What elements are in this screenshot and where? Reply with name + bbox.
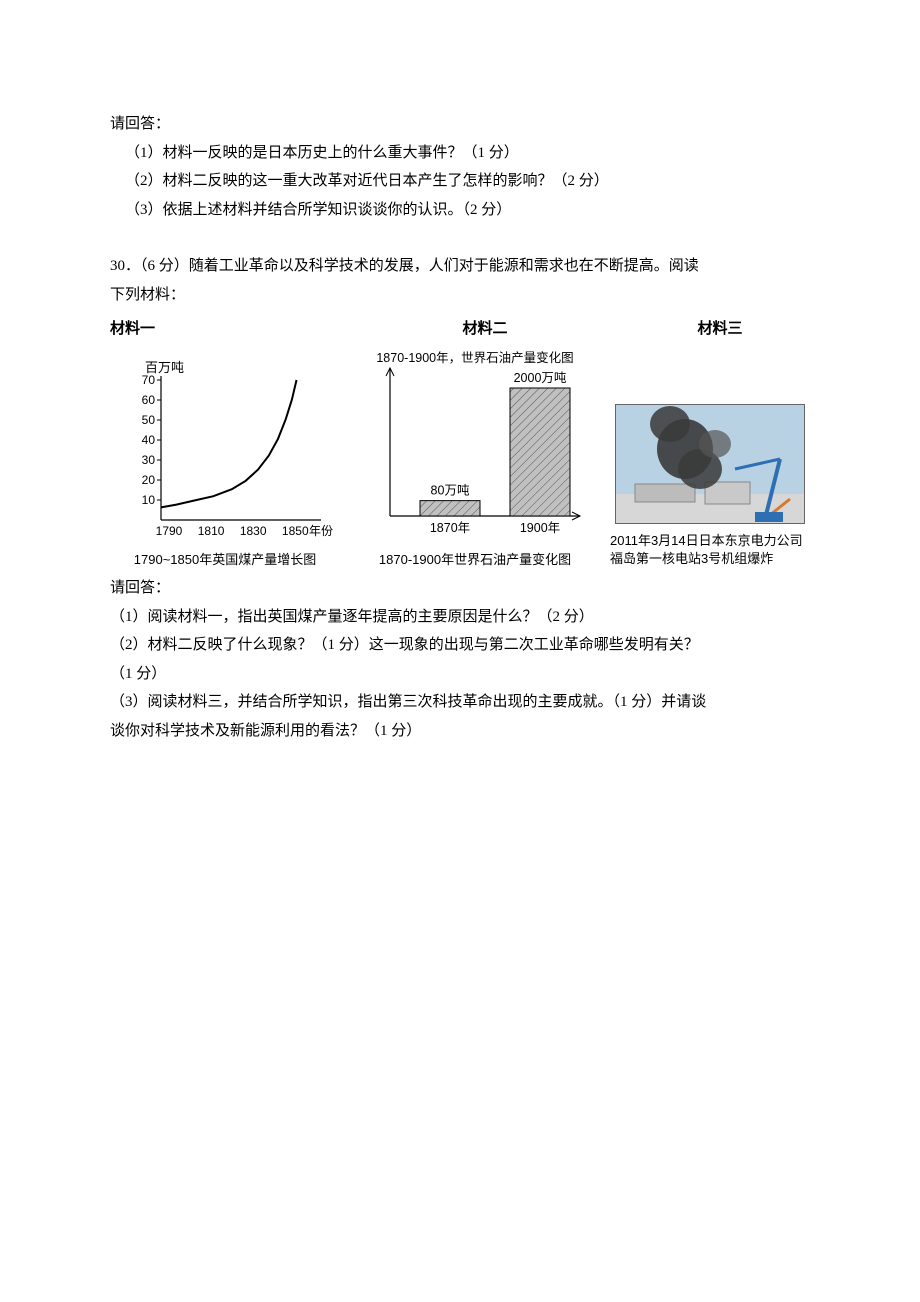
q29-sub1: （1）材料一反映的是日本历史上的什么重大事件？（1 分）	[125, 139, 810, 168]
coal-output-line-chart: 百万吨706050403020101790181018301850年份	[115, 358, 335, 548]
q30-stem-b: 下列材料：	[110, 281, 810, 310]
figure-1-caption: 1790~1850年英国煤产量增长图	[134, 552, 316, 569]
q30-sub2b: （1 分）	[110, 660, 810, 689]
svg-text:60: 60	[142, 393, 156, 407]
svg-text:年份: 年份	[309, 524, 333, 538]
figure-2: 1870-1900年，世界石油产量变化图 80万吨 1870年 2000万吨 1900年…	[350, 348, 600, 569]
figure-3-caption: 2011年3月14日日本东京电力公司福岛第一核电站3号机组爆炸	[610, 532, 810, 568]
label-material-2: 材料二	[462, 321, 507, 337]
svg-text:1830: 1830	[240, 524, 267, 538]
q30-sub2: （2）材料二反映了什么现象？（1 分）这一现象的出现与第二次工业革命哪些发明有关…	[110, 631, 810, 660]
label-material-3: 材料三	[697, 321, 742, 337]
q30-sub3a: （3）阅读材料三，并结合所学知识，指出第三次科技革命出现的主要成就。（1 分）并…	[110, 688, 810, 717]
q29-sub2: （2）材料二反映的这一重大改革对近代日本产生了怎样的影响？（2 分）	[125, 167, 810, 196]
svg-text:1870-1900年，世界石油产量变化图: 1870-1900年，世界石油产量变化图	[376, 350, 573, 365]
svg-text:30: 30	[142, 453, 156, 467]
figure-1: 百万吨706050403020101790181018301850年份 1790…	[110, 358, 340, 569]
q30-sub1: （1）阅读材料一，指出英国煤产量逐年提高的主要原因是什么？（2 分）	[110, 603, 810, 632]
fukushima-explosion-image	[615, 404, 805, 524]
q29-sub3: （3）依据上述材料并结合所学知识谈谈你的认识。（2 分）	[125, 196, 810, 225]
svg-text:1900年: 1900年	[520, 521, 560, 535]
svg-text:80万吨: 80万吨	[431, 483, 470, 497]
q29-intro: 请回答：	[110, 110, 810, 139]
svg-text:1850: 1850	[282, 524, 309, 538]
svg-text:40: 40	[142, 433, 156, 447]
svg-text:10: 10	[142, 493, 156, 507]
label-material-1: 材料一	[110, 321, 155, 337]
figure-3: 2011年3月14日日本东京电力公司福岛第一核电站3号机组爆炸	[610, 404, 810, 568]
svg-text:70: 70	[142, 373, 156, 387]
svg-text:1790: 1790	[156, 524, 183, 538]
figures-row: 百万吨706050403020101790181018301850年份 1790…	[110, 348, 810, 569]
svg-text:1810: 1810	[198, 524, 225, 538]
q30-sub3b: 谈你对科学技术及新能源利用的看法？（1 分）	[110, 717, 810, 746]
q30-intro: 请回答：	[110, 574, 810, 603]
q30-stem-a: 30．（6 分）随着工业革命以及科学技术的发展，人们对于能源和需求也在不断提高。…	[110, 252, 810, 281]
materials-labels-row: 材料一 材料二 材料三	[110, 315, 810, 344]
svg-text:2000万吨: 2000万吨	[514, 371, 567, 385]
oil-output-bar-chart: 1870-1900年，世界石油产量变化图 80万吨 1870年 2000万吨 1900年	[350, 348, 600, 548]
svg-text:50: 50	[142, 413, 156, 427]
svg-text:1870年: 1870年	[430, 521, 470, 535]
svg-text:20: 20	[142, 473, 156, 487]
figure-2-caption: 1870-1900年世界石油产量变化图	[379, 552, 571, 569]
